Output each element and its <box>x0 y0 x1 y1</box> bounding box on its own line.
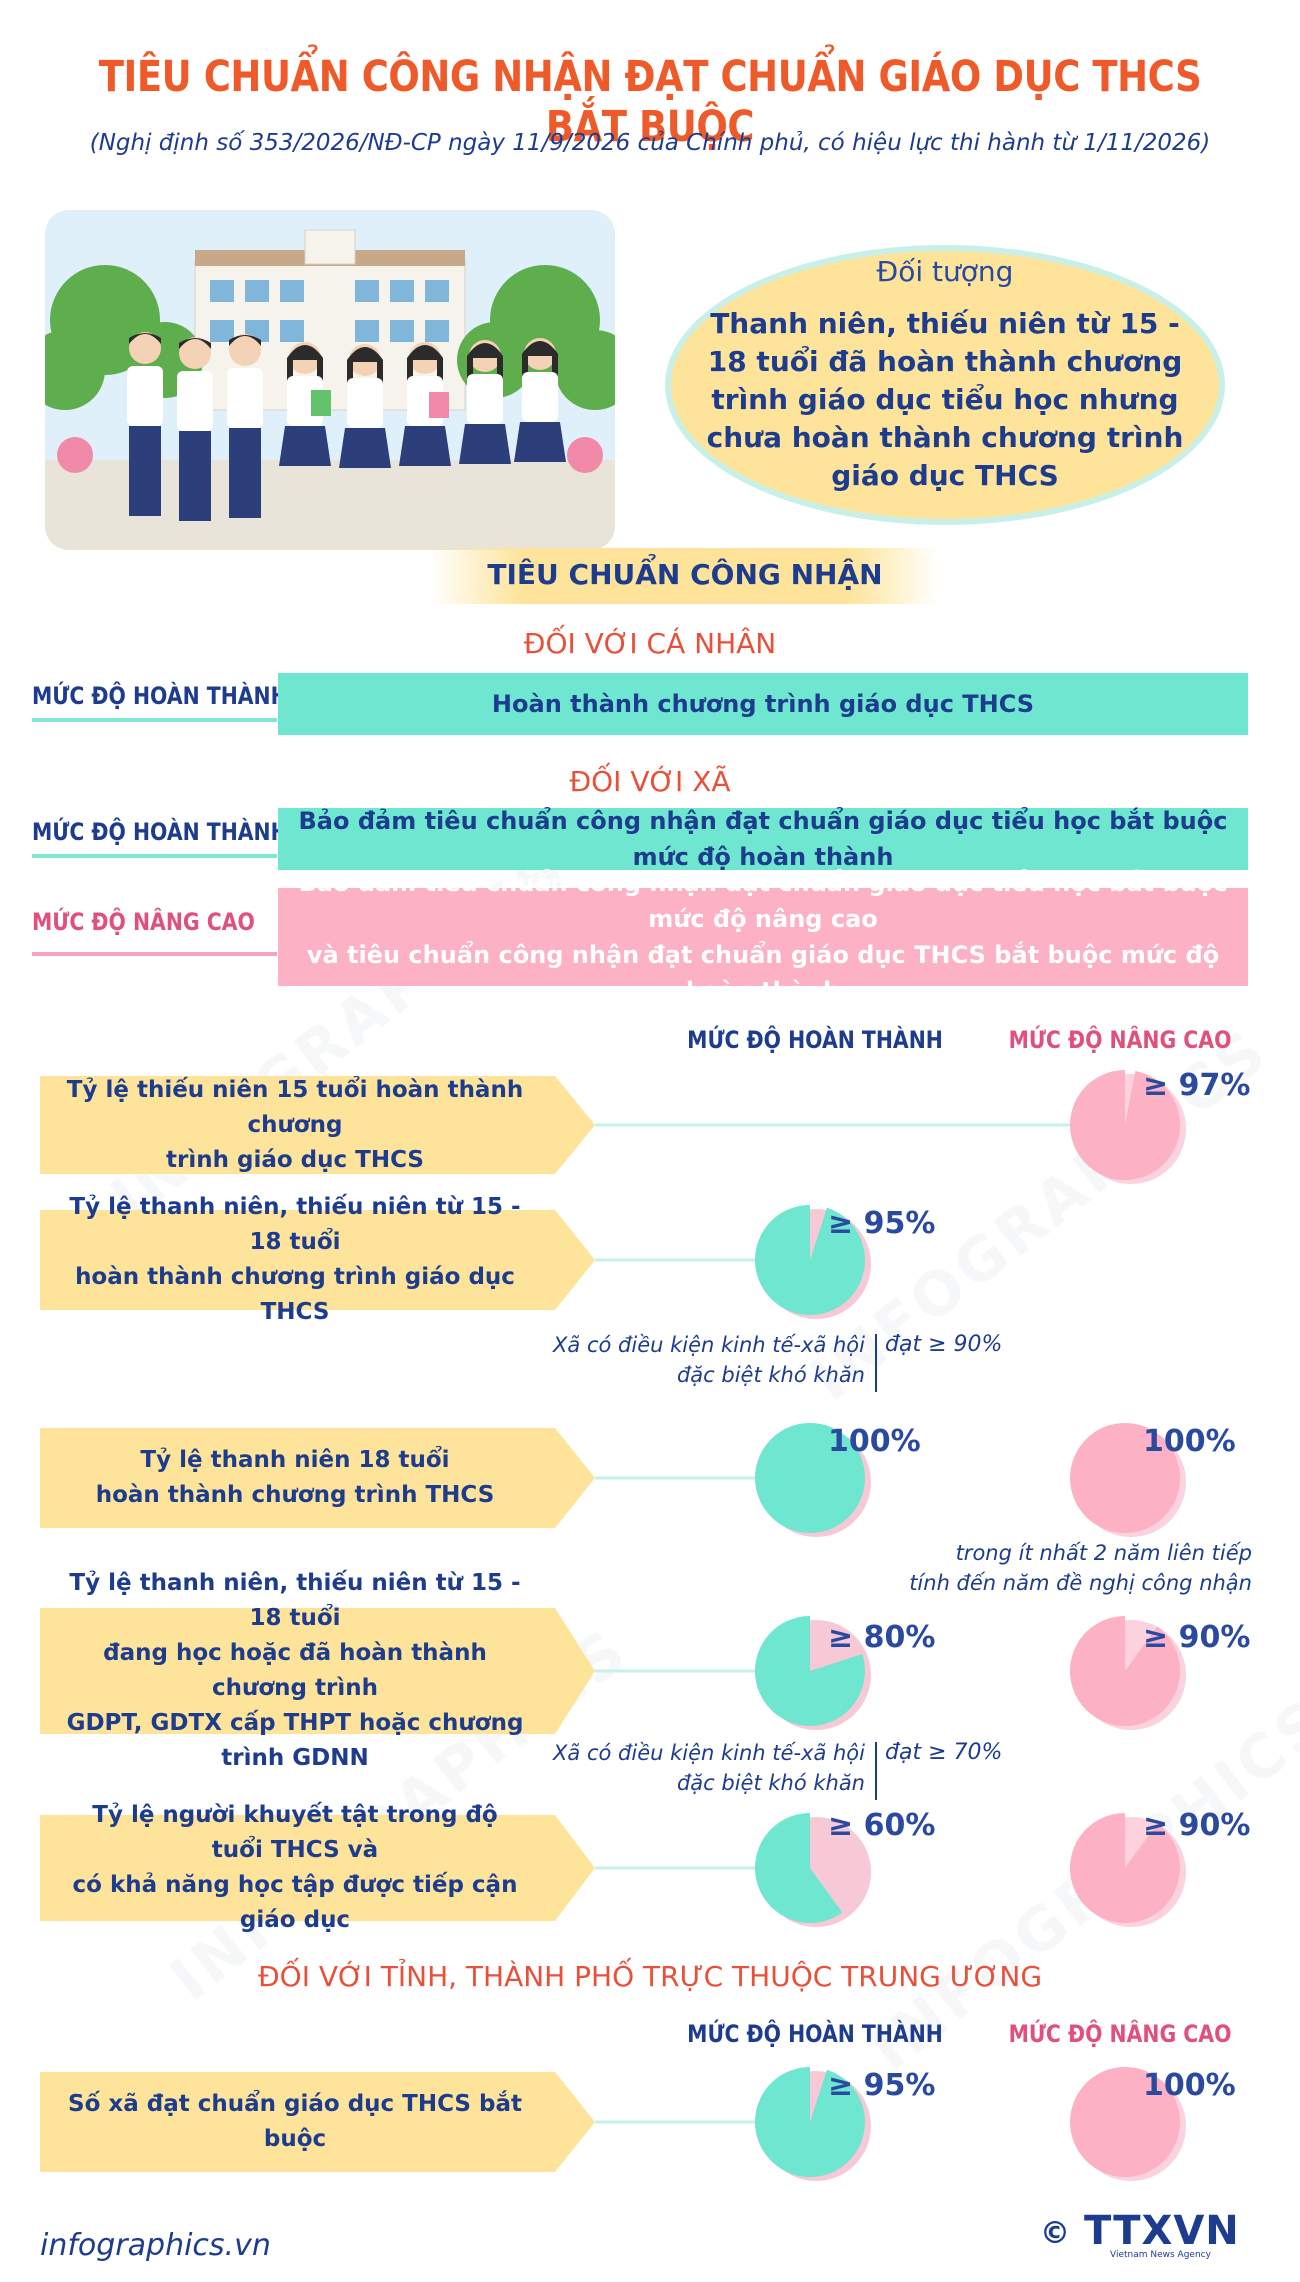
row-3-arrow <box>40 1428 595 1528</box>
row-5-arrow <box>40 1815 595 1921</box>
row-3-label-line-1: Tỷ lệ thanh niên 18 tuổi <box>140 1447 450 1473</box>
row-1-advanced-value: ≥ 97% <box>1143 1068 1251 1103</box>
row-4-complete-pie <box>754 1616 871 1730</box>
commune-advanced-label: MỨC ĐỘ NÂNG CAO <box>32 908 255 936</box>
students-illustration <box>45 210 615 550</box>
individual-criterion-box: Hoàn thành chương trình giáo dục THCS <box>278 673 1248 735</box>
row-2-note-line-1: Xã có điều kiện kinh tế-xã hội <box>553 1333 865 1357</box>
row-1-label-line-1: Tỷ lệ thiếu niên 15 tuổi hoàn thành chươ… <box>66 1076 524 1138</box>
footer-website: infographics.vn <box>40 2228 271 2263</box>
copyright-symbol: © <box>1040 2216 1070 2251</box>
row-1-advanced-pie <box>1069 1070 1186 1184</box>
individual-level-line <box>32 718 277 722</box>
row-3-advanced-value: 100% <box>1143 1424 1236 1459</box>
row-2-arrow <box>40 1210 595 1310</box>
province-column-advanced: MỨC ĐỘ NÂNG CAO <box>1008 2020 1232 2048</box>
province-advanced-pie <box>1070 2067 1186 2181</box>
province-heading: ĐỐI VỚI TỈNH, THÀNH PHỐ TRỰC THUỘC TRUNG… <box>257 1960 1043 1993</box>
row-4-advanced-pie-slice <box>1070 1616 1181 1726</box>
row-4-label: Tỷ lệ thanh niên, thiếu niên từ 15 - 18 … <box>40 1570 595 1771</box>
target-label: Đối tượng <box>876 255 1014 288</box>
row-3-complete-pie <box>755 1423 871 1537</box>
row-4-advanced-value: ≥ 90% <box>1143 1620 1251 1655</box>
row-1-label-line-2: trình giáo dục THCS <box>166 1146 424 1173</box>
row-2-label-line-1: Tỷ lệ thanh niên, thiếu niên từ 15 - 18 … <box>69 1194 521 1255</box>
row-4-label-line-1: Tỷ lệ thanh niên, thiếu niên từ 15 - 18 … <box>69 1570 521 1631</box>
row-3-label: Tỷ lệ thanh niên 18 tuổi hoàn thành chươ… <box>40 1428 595 1528</box>
page-title: TIÊU CHUẨN CÔNG NHẬN ĐẠT CHUẨN GIÁO DỤC … <box>98 52 1202 152</box>
row-3-advanced-pie <box>1070 1423 1186 1537</box>
row-4-complete-value: ≥ 80% <box>828 1620 936 1655</box>
individual-heading: ĐỐI VỚI CÁ NHÂN <box>523 627 777 660</box>
row-2-label: Tỷ lệ thanh niên, thiếu niên từ 15 - 18 … <box>40 1194 595 1325</box>
row-2-complete-value: ≥ 95% <box>828 1206 936 1241</box>
row-4-note-condition: Xã có điều kiện kinh tế-xã hội đặc biệt … <box>520 1738 865 1798</box>
individual-level-label: MỨC ĐỘ HOÀN THÀNH <box>32 682 288 710</box>
province-column-complete: MỨC ĐỘ HOÀN THÀNH <box>687 2020 943 2048</box>
criteria-heading-bar <box>430 548 940 604</box>
row-4-note-line-2: đặc biệt khó khăn <box>676 1771 865 1795</box>
province-advanced-pie-slice <box>1070 2067 1180 2177</box>
column-header-complete: MỨC ĐỘ HOÀN THÀNH <box>687 1026 943 1054</box>
criteria-heading: TIÊU CHUẨN CÔNG NHẬN <box>487 558 883 591</box>
row-4-label-line-3: GDPT, GDTX cấp THPT hoặc chương trình GD… <box>66 1710 524 1771</box>
row-2-note-value: đạt ≥ 90% <box>885 1332 1003 1357</box>
row-4-complete-pie-slice <box>754 1616 865 1726</box>
row-3-advanced-pie-slice <box>1070 1423 1180 1533</box>
ttxvn-logo: © TTXVN Vietnam News Agency <box>1040 2208 1270 2262</box>
province-arrow <box>40 2072 595 2172</box>
row-4-note-value: đạt ≥ 70% <box>885 1740 1003 1765</box>
commune-complete-box: Bảo đảm tiêu chuẩn công nhận đạt chuẩn g… <box>278 807 1248 871</box>
commune-complete-label: MỨC ĐỘ HOÀN THÀNH <box>32 818 288 846</box>
row-3-complete-pie-slice <box>755 1423 865 1533</box>
column-header-advanced: MỨC ĐỘ NÂNG CAO <box>1008 1026 1232 1054</box>
row-4-label-line-2: đang học hoặc đã hoàn thành chương trình <box>103 1640 487 1701</box>
commune-advanced-box: Bảo đảm tiêu chuẩn công nhận đạt chuẩn g… <box>278 869 1248 1005</box>
province-advanced-value: 100% <box>1143 2068 1236 2103</box>
row-2-label-line-2: hoàn thành chương trình giáo dục THCS <box>75 1264 515 1325</box>
province-complete-pie <box>755 2067 871 2181</box>
row-3-note-line-2: tính đến năm đề nghị công nhận <box>909 1571 1252 1595</box>
row-1-label: Tỷ lệ thiếu niên 15 tuổi hoàn thành chươ… <box>40 1076 595 1174</box>
row-3-complete-value: 100% <box>828 1424 921 1459</box>
row-2-note-divider <box>875 1334 877 1392</box>
row-5-complete-value: ≥ 60% <box>828 1808 936 1843</box>
row-4-note-divider <box>875 1742 877 1800</box>
province-complete-value: ≥ 95% <box>828 2068 936 2103</box>
row-4-arrow <box>40 1608 595 1734</box>
row-4-note-line-1: Xã có điều kiện kinh tế-xã hội <box>553 1741 865 1765</box>
row-2-complete-pie-slice <box>754 1205 865 1316</box>
row-5-label: Tỷ lệ người khuyết tật trong độ tuổi THC… <box>40 1802 595 1933</box>
commune-advanced-text-2: và tiêu chuẩn công nhận đạt chuẩn giáo d… <box>306 941 1220 1005</box>
row-2-note-condition: Xã có điều kiện kinh tế-xã hội đặc biệt … <box>520 1330 865 1390</box>
logo-tagline: Vietnam News Agency <box>1110 2250 1211 2260</box>
commune-complete-line <box>32 854 277 858</box>
commune-advanced-text-1: Bảo đảm tiêu chuẩn công nhận đạt chuẩn g… <box>298 869 1228 933</box>
row-4-advanced-pie <box>1070 1616 1186 1730</box>
logo-name: TTXVN <box>1084 2208 1240 2254</box>
row-3-note: trong ít nhất 2 năm liên tiếp tính đến n… <box>860 1538 1252 1598</box>
province-label: Số xã đạt chuẩn giáo dục THCS bắt buộc <box>68 2091 522 2152</box>
row-5-advanced-pie-slice <box>1070 1813 1181 1923</box>
row-1-arrow <box>40 1076 595 1174</box>
target-ellipse <box>665 245 1225 525</box>
row-1-advanced-pie-slice <box>1069 1070 1180 1180</box>
row-5-complete-pie-slice <box>755 1813 843 1923</box>
row-5-advanced-pie <box>1070 1813 1186 1927</box>
row-5-label-line-1: Tỷ lệ người khuyết tật trong độ tuổi THC… <box>92 1802 498 1863</box>
row-3-note-line-1: trong ít nhất 2 năm liên tiếp <box>955 1541 1252 1565</box>
row-5-label-line-2: có khả năng học tập được tiếp cận giáo d… <box>72 1872 518 1933</box>
commune-advanced-line <box>32 952 277 956</box>
row-2-complete-pie <box>754 1205 871 1319</box>
commune-heading: ĐỐI VỚI XÃ <box>569 765 731 798</box>
row-3-label-line-2: hoàn thành chương trình THCS <box>95 1482 495 1508</box>
target-description: Thanh niên, thiếu niên từ 15 - 18 tuổi đ… <box>706 307 1184 492</box>
province-complete-pie-slice <box>755 2067 866 2177</box>
row-5-advanced-value: ≥ 90% <box>1143 1808 1251 1843</box>
row-2-note-line-2: đặc biệt khó khăn <box>676 1363 865 1387</box>
row-5-complete-pie <box>755 1813 871 1927</box>
page-subtitle: (Nghị định số 353/2026/NĐ-CP ngày 11/9/2… <box>89 130 1211 156</box>
